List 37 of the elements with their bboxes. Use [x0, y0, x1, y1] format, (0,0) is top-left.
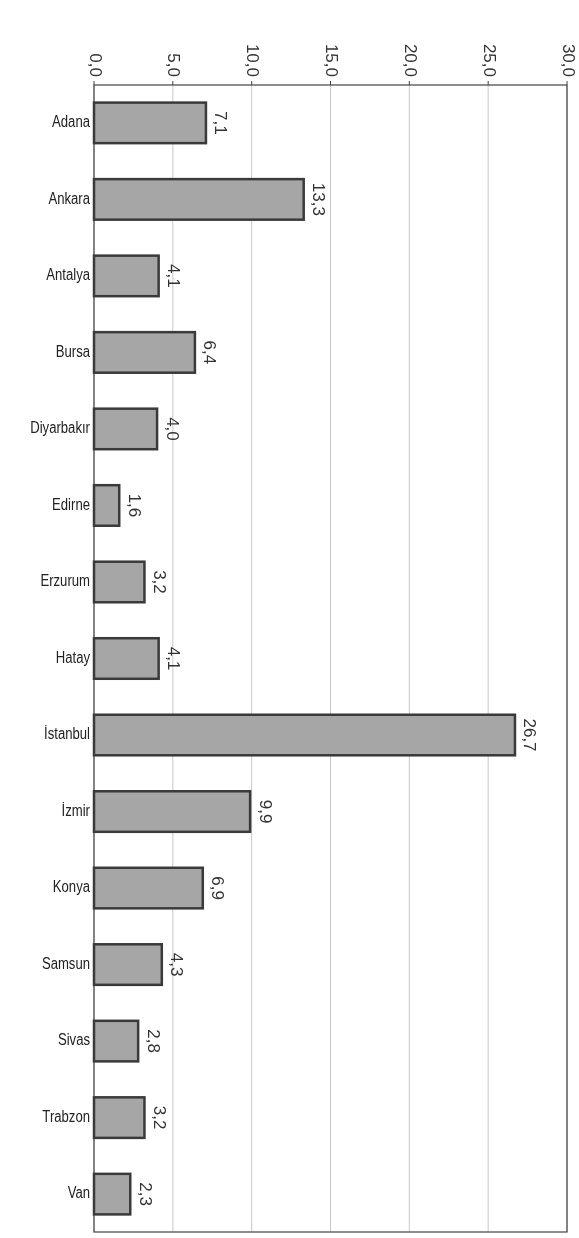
y-tick-label: Van — [67, 1184, 90, 1202]
y-tick-label: İstanbul — [44, 723, 90, 743]
x-tick-label: 20,0 — [400, 43, 420, 77]
y-tick-label: Erzurum — [40, 571, 90, 590]
y-tick-label: Hatay — [55, 648, 91, 666]
y-tick-label: Sivas — [57, 1031, 90, 1049]
x-tick-label: 30,0 — [558, 43, 578, 77]
data-label: 13,3 — [309, 182, 329, 216]
data-label: 1,6 — [124, 493, 144, 518]
data-label: 26,7 — [520, 718, 540, 752]
y-tick-label: Diyarbakır — [30, 418, 91, 437]
y-tick-label: Bursa — [55, 342, 91, 360]
data-label: 4,0 — [162, 417, 182, 441]
y-tick-label: Trabzon — [42, 1107, 90, 1126]
y-tick-label: Konya — [52, 878, 91, 896]
data-label: 3,2 — [149, 1105, 169, 1130]
data-label: 4,3 — [167, 952, 187, 977]
y-tick-label: İzmir — [61, 800, 91, 820]
data-label: 7,1 — [211, 111, 231, 135]
y-tick-label: Samsun — [41, 954, 90, 973]
data-label: 3,2 — [149, 570, 169, 594]
y-tick-label: Adana — [52, 112, 91, 131]
data-label: 4,1 — [164, 646, 184, 671]
data-label: 6,4 — [200, 340, 220, 365]
data-label: 6,9 — [208, 876, 228, 900]
y-tick-label: Ankara — [48, 189, 91, 207]
x-tick-label: 5,0 — [164, 53, 184, 77]
x-tick-label: 0,0 — [85, 53, 105, 77]
x-tick-label: 10,0 — [243, 43, 263, 77]
x-tick-label: 15,0 — [322, 43, 342, 77]
data-label: 2,8 — [143, 1029, 163, 1053]
data-label: 2,3 — [135, 1182, 155, 1206]
y-tick-label: Edirne — [52, 495, 90, 513]
data-label: 9,9 — [255, 799, 275, 824]
x-tick-label: 25,0 — [479, 43, 499, 77]
y-tick-label: Antalya — [46, 265, 91, 284]
data-label: 4,1 — [164, 264, 184, 288]
